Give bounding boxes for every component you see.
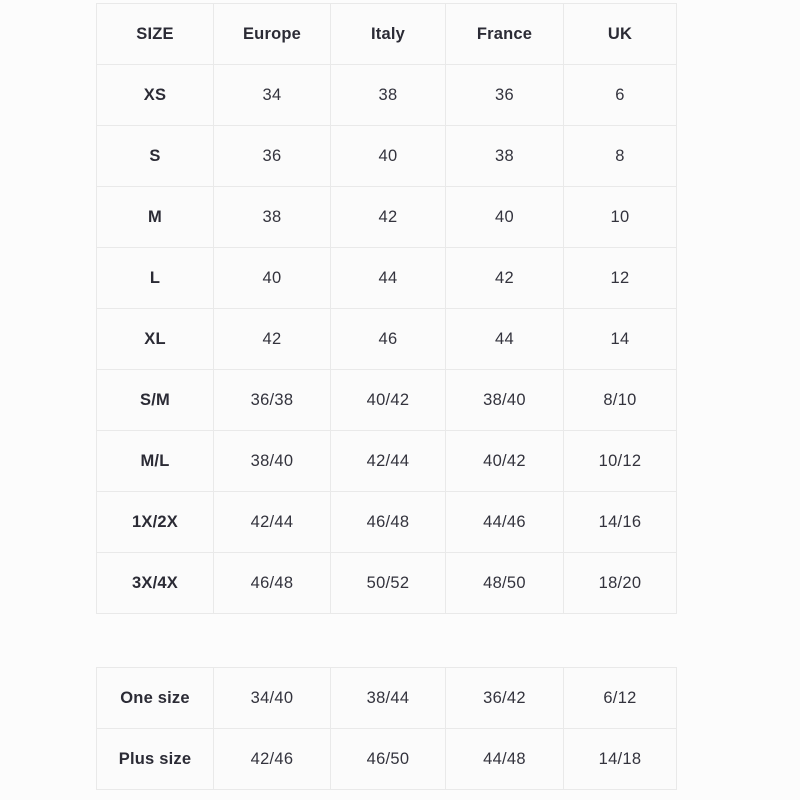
uk-value: 14/16 [563, 491, 677, 553]
size-label: L [96, 247, 214, 309]
size-label: XL [96, 308, 214, 370]
uk-value: 18/20 [563, 552, 677, 614]
uk-value: 8 [563, 125, 677, 187]
italy-value: 50/52 [330, 552, 446, 614]
europe-value: 34 [213, 64, 331, 126]
size-label: One size [96, 667, 214, 729]
europe-value: 38/40 [213, 430, 331, 492]
table-row: XS 34 38 36 6 [96, 64, 677, 126]
france-value: 38 [445, 125, 564, 187]
table-row: M 38 42 40 10 [96, 186, 677, 248]
europe-value: 46/48 [213, 552, 331, 614]
size-label: S/M [96, 369, 214, 431]
italy-value: 40 [330, 125, 446, 187]
size-label: XS [96, 64, 214, 126]
uk-value: 10/12 [563, 430, 677, 492]
europe-value: 34/40 [213, 667, 331, 729]
table-row: M/L 38/40 42/44 40/42 10/12 [96, 430, 677, 492]
table-body: XS 34 38 36 6 S 36 40 38 8 M 38 42 40 10 [96, 64, 677, 614]
france-value: 40/42 [445, 430, 564, 492]
uk-value: 14/18 [563, 728, 677, 790]
header-row: SIZE Europe Italy France UK [96, 3, 677, 65]
europe-value: 42/46 [213, 728, 331, 790]
table-body: One size 34/40 38/44 36/42 6/12 Plus siz… [96, 667, 677, 790]
italy-value: 46/50 [330, 728, 446, 790]
table-row: One size 34/40 38/44 36/42 6/12 [96, 667, 677, 729]
france-value: 42 [445, 247, 564, 309]
table-row: S/M 36/38 40/42 38/40 8/10 [96, 369, 677, 431]
italy-value: 38/44 [330, 667, 446, 729]
france-value: 40 [445, 186, 564, 248]
europe-value: 36 [213, 125, 331, 187]
size-label: 1X/2X [96, 491, 214, 553]
europe-value: 42 [213, 308, 331, 370]
europe-value: 36/38 [213, 369, 331, 431]
italy-value: 42 [330, 186, 446, 248]
italy-value: 38 [330, 64, 446, 126]
italy-value: 42/44 [330, 430, 446, 492]
table-row: XL 42 46 44 14 [96, 308, 677, 370]
column-header-size: SIZE [96, 3, 214, 65]
table-row: Plus size 42/46 46/50 44/48 14/18 [96, 728, 677, 790]
column-header-europe: Europe [213, 3, 331, 65]
size-label: S [96, 125, 214, 187]
italy-value: 44 [330, 247, 446, 309]
uk-value: 14 [563, 308, 677, 370]
table-row: 1X/2X 42/44 46/48 44/46 14/16 [96, 491, 677, 553]
table-row: S 36 40 38 8 [96, 125, 677, 187]
column-header-italy: Italy [330, 3, 446, 65]
size-conversion-table: SIZE Europe Italy France UK XS 34 38 36 … [96, 3, 677, 614]
uk-value: 10 [563, 186, 677, 248]
france-value: 36 [445, 64, 564, 126]
italy-value: 40/42 [330, 369, 446, 431]
table-row: 3X/4X 46/48 50/52 48/50 18/20 [96, 552, 677, 614]
europe-value: 40 [213, 247, 331, 309]
france-value: 44/48 [445, 728, 564, 790]
table-header: SIZE Europe Italy France UK [96, 3, 677, 65]
france-value: 44/46 [445, 491, 564, 553]
france-value: 44 [445, 308, 564, 370]
europe-value: 42/44 [213, 491, 331, 553]
uk-value: 6/12 [563, 667, 677, 729]
europe-value: 38 [213, 186, 331, 248]
france-value: 38/40 [445, 369, 564, 431]
size-label: M [96, 186, 214, 248]
one-size-conversion-table: One size 34/40 38/44 36/42 6/12 Plus siz… [96, 667, 677, 790]
france-value: 36/42 [445, 667, 564, 729]
table-row: L 40 44 42 12 [96, 247, 677, 309]
column-header-france: France [445, 3, 564, 65]
uk-value: 8/10 [563, 369, 677, 431]
size-label: Plus size [96, 728, 214, 790]
column-header-uk: UK [563, 3, 677, 65]
uk-value: 6 [563, 64, 677, 126]
size-label: 3X/4X [96, 552, 214, 614]
size-label: M/L [96, 430, 214, 492]
uk-value: 12 [563, 247, 677, 309]
italy-value: 46/48 [330, 491, 446, 553]
france-value: 48/50 [445, 552, 564, 614]
italy-value: 46 [330, 308, 446, 370]
